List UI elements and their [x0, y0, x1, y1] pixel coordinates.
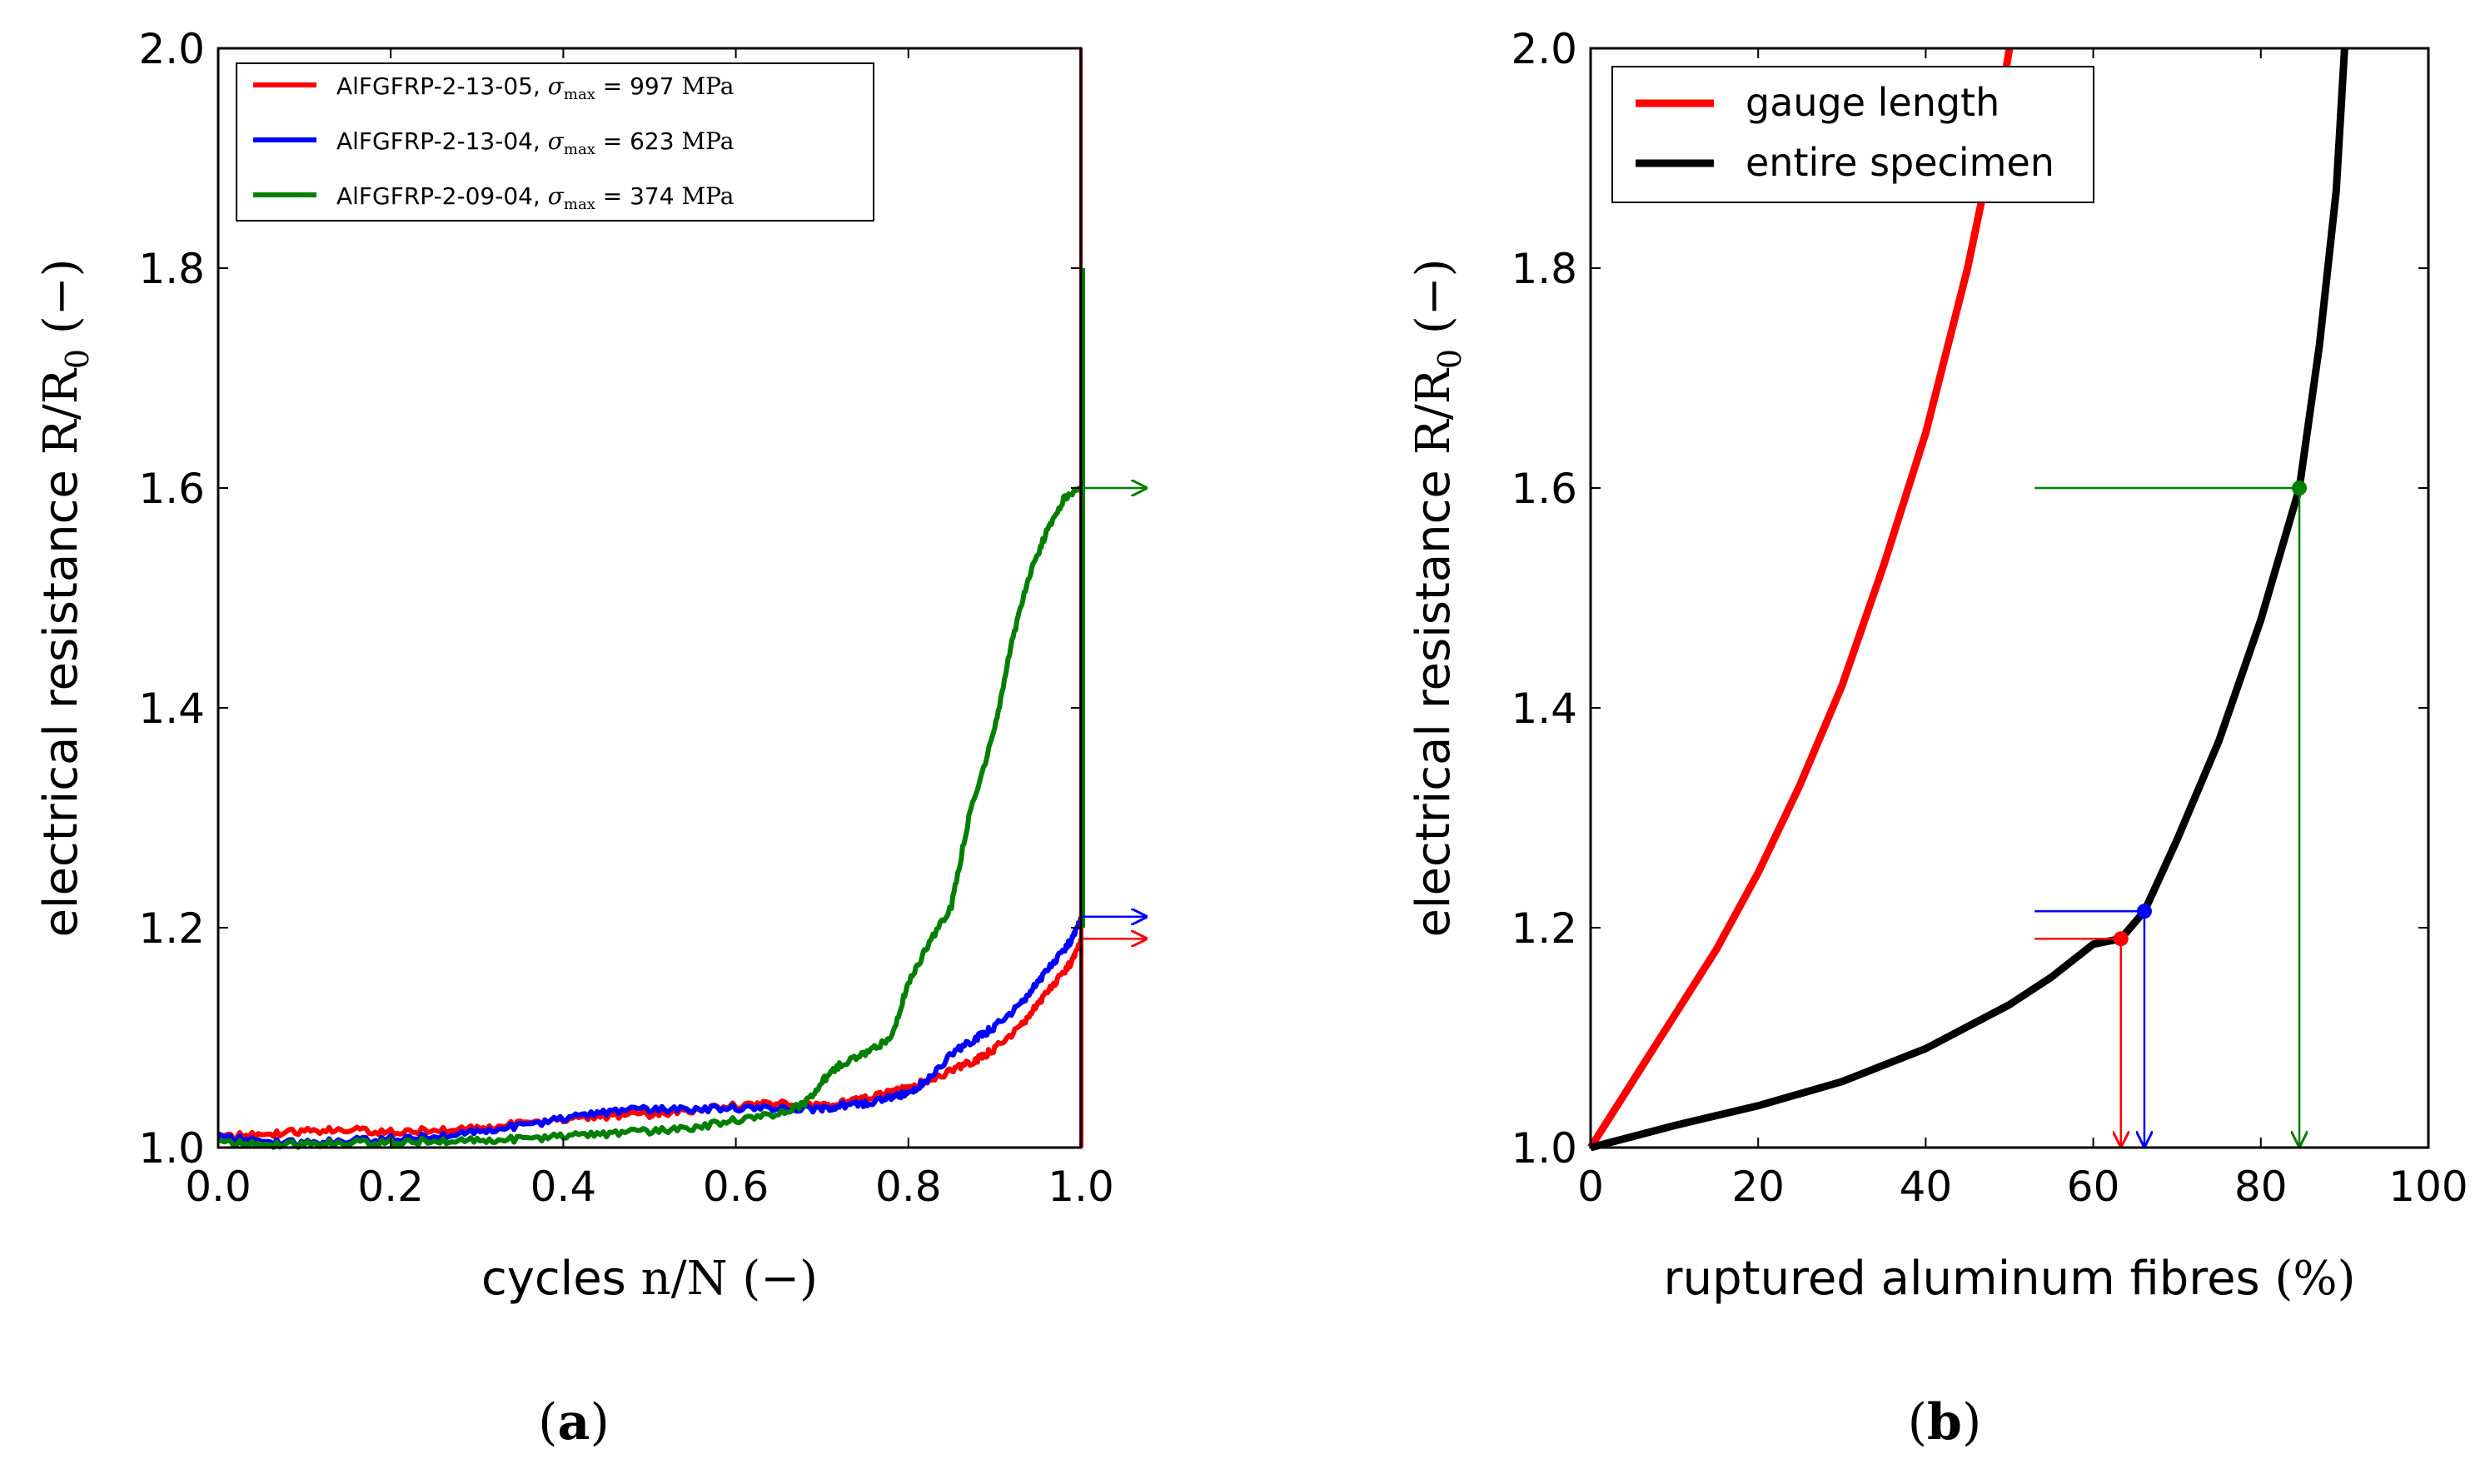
legend-entry: entire specimen [1636, 140, 2054, 185]
series-line-AlFGFRP-2-09-04 [217, 486, 1083, 1150]
x-tick-label: 0.6 [703, 1163, 769, 1211]
chart-a-legend: AlFGFRP-2-13-05, σmax = 997 MPa AlFGFRP-… [236, 62, 874, 222]
chart-b-legend: gauge length entire specimen [1611, 66, 2094, 203]
chart-b-xlabel: ruptured aluminum fibres (%) [1664, 1252, 2356, 1306]
chart-a-xlabel: cycles n/N (−) [481, 1252, 818, 1306]
x-tick-label: 60 [2067, 1163, 2120, 1211]
legend-label: AlFGFRP-2-13-04, σmax = 623 MPa [336, 127, 734, 158]
y-tick-label: 2.0 [1511, 25, 1577, 73]
chart-a-ticks: 0.0 0.2 0.4 0.6 0.8 1.0 1.0 1.2 1.4 1.6 1.8 2.0 [138, 25, 1113, 1211]
y-tick-label: 1.0 [138, 1124, 205, 1173]
y-tick-label: 1.8 [138, 245, 205, 293]
chart-a: 0.0 0.2 0.4 0.6 0.8 1.0 1.0 1.2 1.4 1.6 1.8 2.0 AlF… [34, 25, 1146, 1452]
chart-b-ticks: 0 20 40 60 80 100 1.0 1.2 1.4 1.6 1.8 2.0 [1511, 25, 2468, 1211]
chart-a-ylabel: electrical resistance R/R0 (−) [34, 258, 96, 937]
legend-entry: AlFGFRP-2-13-04, σmax = 623 MPa [253, 127, 734, 158]
legend-label: AlFGFRP-2-09-04, σmax = 374 MPa [336, 182, 734, 213]
y-tick-label: 1.2 [1511, 904, 1577, 953]
series-line-gauge-length [1587, 47, 2014, 1150]
x-tick-label: 40 [1900, 1163, 1953, 1211]
legend-label: entire specimen [1745, 140, 2054, 185]
panel-a-label: (a) [538, 1393, 610, 1452]
data-point-marker [2292, 481, 2308, 495]
x-tick-label: 100 [2388, 1163, 2468, 1211]
chart-b-legend-box [1611, 66, 2094, 203]
data-point-marker [2113, 931, 2129, 947]
series-line-entire-specimen [1589, 47, 2348, 1152]
y-tick-label: 1.4 [138, 685, 205, 733]
x-tick-label: 0.8 [875, 1163, 942, 1211]
y-tick-label: 1.2 [138, 904, 205, 953]
chart-b-ylabel: electrical resistance R/R0 (−) [1407, 258, 1468, 937]
data-point-marker [2136, 904, 2152, 919]
chart-b-series-layer [1587, 47, 2348, 1152]
chart-a-legend-box [236, 62, 874, 222]
legend-entry: AlFGFRP-2-09-04, σmax = 374 MPa [253, 182, 734, 213]
x-tick-label: 0.0 [185, 1163, 251, 1211]
x-tick-label: 80 [2234, 1163, 2288, 1211]
x-tick-label: 0.2 [357, 1163, 424, 1211]
x-tick-label: 0 [1577, 1163, 1604, 1211]
chart-a-frame [217, 47, 1083, 1149]
y-tick-label: 1.8 [1511, 245, 1577, 293]
y-tick-label: 1.0 [1511, 1124, 1577, 1173]
legend-label: AlFGFRP-2-13-05, σmax = 997 MPa [336, 72, 734, 103]
series-line-AlFGFRP-2-13-04 [217, 916, 1083, 1148]
chart-b-frame [1589, 47, 2430, 1149]
y-tick-label: 1.6 [138, 465, 205, 513]
panel-b-label: (b) [1908, 1393, 1982, 1452]
y-tick-label: 1.4 [1511, 685, 1577, 733]
x-tick-label: 20 [1731, 1163, 1785, 1211]
legend-entry: AlFGFRP-2-13-05, σmax = 997 MPa [253, 72, 734, 103]
y-tick-label: 2.0 [138, 25, 205, 73]
x-tick-label: 1.0 [1048, 1163, 1114, 1211]
x-tick-label: 0.4 [530, 1163, 597, 1211]
legend-label: gauge length [1745, 80, 1999, 125]
chart-b: 0 20 40 60 80 100 1.0 1.2 1.4 1.6 1.8 2.0 gauge len… [1407, 25, 2468, 1452]
legend-entry: gauge length [1636, 80, 1999, 125]
chart-a-annotations [1081, 488, 1146, 939]
y-tick-label: 1.6 [1511, 465, 1577, 513]
chart-b-annotations [2034, 481, 2307, 1146]
